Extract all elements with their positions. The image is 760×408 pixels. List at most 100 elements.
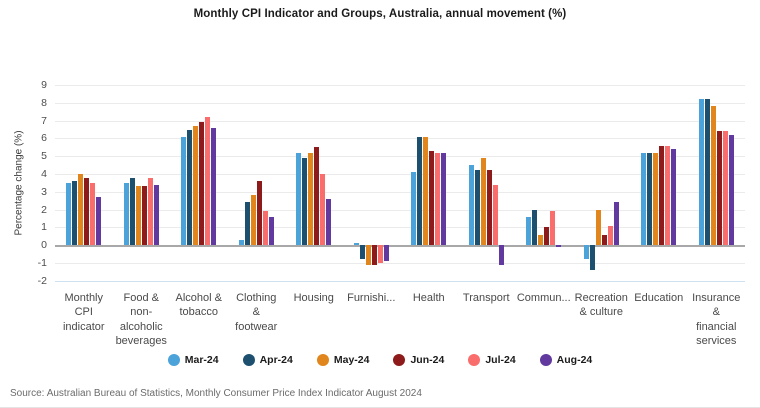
y-tick-label: 9 [41,79,47,91]
legend-label: May-24 [333,354,370,366]
y-tick-label: 7 [41,114,47,127]
source-note: Source: Australian Bureau of Statistics,… [10,388,422,399]
bar-jul-24-cat0 [90,182,96,246]
bar-may-24-cat4 [308,152,314,246]
bar-jul-24-cat4 [320,174,326,246]
gridline [55,138,745,140]
bar-aug-24-cat11 [728,134,734,246]
legend-marker-icon [393,354,406,366]
category-label-10: Education [634,292,684,304]
bar-apr-24-cat6 [417,136,423,246]
bar-apr-24-cat9 [589,245,595,271]
bar-jul-24-cat11 [722,131,728,246]
bar-mar-24-cat4 [296,152,302,246]
legend-label: Jun-24 [410,354,445,366]
bar-may-24-cat0 [78,174,84,246]
bar-aug-24-cat7 [498,245,504,265]
bar-apr-24-cat7 [474,170,480,246]
legend-label: Aug-24 [556,354,593,366]
bar-may-24-cat1 [135,186,141,246]
bar-mar-24-cat10 [641,152,647,246]
gridline [55,85,745,86]
category-label-3: Clothing & footwear [235,292,278,333]
bar-jun-24-cat9 [601,234,607,246]
gridline [55,280,745,282]
bar-may-24-cat8 [538,234,544,246]
bar-apr-24-cat0 [72,181,78,246]
bar-aug-24-cat4 [326,198,332,246]
category-label-7: Transport [462,292,510,304]
bar-jul-24-cat3 [262,211,268,246]
y-tick-label: 6 [41,132,47,145]
bar-apr-24-cat8 [532,209,538,246]
bar-aug-24-cat0 [96,197,102,246]
bar-jul-24-cat9 [607,225,613,246]
bar-jun-24-cat5 [371,245,377,265]
bar-jun-24-cat2 [199,122,205,246]
legend-marker-icon [468,354,481,366]
bar-jul-24-cat1 [147,177,153,246]
legend-label: Apr-24 [259,354,293,366]
bar-jul-24-cat10 [665,145,671,246]
bar-mar-24-cat0 [66,182,72,246]
bar-apr-24-cat2 [187,129,193,246]
gridline [55,209,745,211]
bar-may-24-cat2 [193,125,199,246]
bar-jun-24-cat6 [429,150,435,246]
bar-jul-24-cat7 [492,184,498,246]
bar-mar-24-cat7 [468,165,474,246]
gridline [55,120,745,122]
legend-marker-icon [539,354,552,366]
bar-may-24-cat7 [480,157,486,246]
legend-marker-icon [167,354,180,366]
legend-marker-icon [242,354,255,366]
bar-mar-24-cat5 [353,243,359,246]
legend-item-aug-24[interactable]: Aug-24 [539,354,593,366]
legend-label: Jul-24 [485,354,516,366]
bar-aug-24-cat5 [383,245,389,262]
bar-may-24-cat11 [710,106,716,246]
y-tick-label: 8 [41,96,47,109]
bar-aug-24-cat6 [441,152,447,246]
legend-item-jun-24[interactable]: Jun-24 [393,354,444,366]
gridline [55,227,745,229]
category-label-4: Housing [293,292,334,304]
bar-may-24-cat6 [423,136,429,246]
legend-item-may-24[interactable]: May-24 [316,354,370,366]
category-label-0: Monthly CPI indicator [62,292,105,333]
y-axis-title: Percentage change (%) [13,130,25,236]
y-tick-label: 3 [41,185,47,198]
gridline [55,156,745,158]
bar-aug-24-cat2 [211,127,217,246]
y-tick-label: 4 [41,168,47,180]
bar-may-24-cat9 [595,209,601,246]
category-label-2: Alcohol & tobacco [175,292,222,319]
bar-apr-24-cat1 [129,177,135,246]
bar-aug-24-cat1 [153,184,159,246]
bar-aug-24-cat8 [556,245,562,247]
bar-mar-24-cat11 [698,99,704,246]
category-label-9: Recreation & culture [574,292,628,319]
legend-item-apr-24[interactable]: Apr-24 [242,354,293,366]
bar-jun-24-cat4 [314,147,320,246]
chart-title: Monthly CPI Indicator and Groups, Austra… [193,8,567,20]
bar-jul-24-cat8 [550,211,556,246]
y-tick-label: 2 [41,203,47,216]
bar-aug-24-cat3 [268,216,274,246]
bar-may-24-cat10 [653,152,659,246]
bar-aug-24-cat9 [613,202,619,246]
bar-apr-24-cat3 [244,202,250,246]
gridline [55,263,745,264]
y-tick-label: 5 [41,150,47,163]
legend-item-jul-24[interactable]: Jul-24 [468,354,516,366]
bar-mar-24-cat2 [181,136,187,246]
bar-jul-24-cat6 [435,152,441,246]
bar-jun-24-cat7 [486,170,492,246]
bar-mar-24-cat6 [411,172,417,246]
bar-may-24-cat3 [250,195,256,246]
bar-mar-24-cat8 [526,216,532,246]
bar-jul-24-cat2 [205,117,211,246]
legend-item-mar-24[interactable]: Mar-24 [167,354,219,366]
bar-mar-24-cat3 [238,239,244,246]
